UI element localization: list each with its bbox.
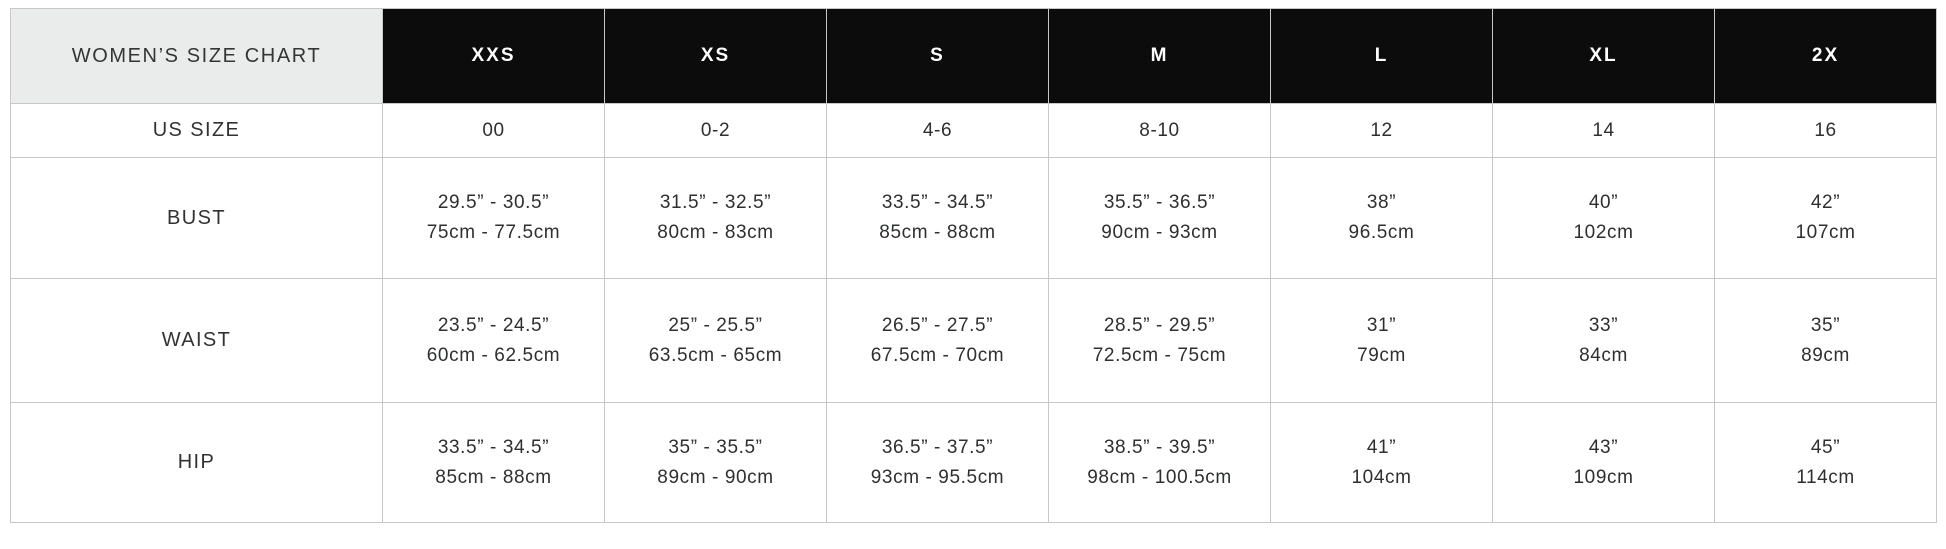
us-size-row: US SIZE 00 0-2 4-6 8-10 12 14 16 [10,103,1937,158]
cm-value: 89cm - 90cm [657,466,774,488]
cm-value: 102cm [1573,222,1634,243]
size-header-l: L [1270,8,1493,104]
row-label-bust: BUST [10,157,383,279]
cm-value: 104cm [1351,466,1412,488]
bust-value: 42” 107cm [1714,157,1937,279]
inches-value: 40” [1588,192,1619,213]
size-header-label: 2X [1811,45,1840,66]
cm-value: 60cm - 62.5cm [426,344,561,366]
chart-title: WOMEN’S SIZE CHART [71,44,322,67]
inches-value: 45” [1810,436,1841,458]
waist-value: 23.5” - 24.5” 60cm - 62.5cm [382,278,605,403]
cm-value: 84cm [1579,344,1628,366]
size-header-label: S [930,45,945,66]
cm-value: 90cm - 93cm [1101,222,1218,243]
cm-value: 80cm - 83cm [657,222,774,243]
hip-value: 45” 114cm [1714,402,1937,523]
inches-value: 36.5” - 37.5” [881,436,994,458]
us-size-value: 4-6 [826,103,1049,158]
waist-value: 25” - 25.5” 63.5cm - 65cm [604,278,827,403]
waist-value: 33” 84cm [1492,278,1715,403]
cm-value: 89cm [1801,344,1850,366]
us-size-value: 16 [1714,103,1937,158]
hip-value: 38.5” - 39.5” 98cm - 100.5cm [1048,402,1271,523]
inches-value: 29.5” - 30.5” [437,192,550,213]
cm-value: 98cm - 100.5cm [1087,466,1232,488]
inches-value: 31” [1366,314,1397,336]
size-header-xxs: XXS [382,8,605,104]
us-size-value: 8-10 [1048,103,1271,158]
cm-value: 107cm [1795,222,1856,243]
waist-value: 28.5” - 29.5” 72.5cm - 75cm [1048,278,1271,403]
cm-value: 96.5cm [1348,222,1415,243]
bust-value: 35.5” - 36.5” 90cm - 93cm [1048,157,1271,279]
cm-value: 79cm [1357,344,1406,366]
cm-value: 85cm - 88cm [435,466,552,488]
size-chart-table: WOMEN’S SIZE CHART XXS XS S M L XL 2X US… [10,8,1937,523]
size-header-label: XXS [471,45,516,66]
inches-value: 38.5” - 39.5” [1103,436,1216,458]
hip-value: 41” 104cm [1270,402,1493,523]
inches-value: 33.5” - 34.5” [437,436,550,458]
waist-value: 26.5” - 27.5” 67.5cm - 70cm [826,278,1049,403]
us-size-value: 14 [1492,103,1715,158]
us-size-value: 12 [1270,103,1493,158]
inches-value: 43” [1588,436,1619,458]
size-header-xs: XS [604,8,827,104]
inches-value: 41” [1366,436,1397,458]
size-header-s: S [826,8,1049,104]
cm-value: 67.5cm - 70cm [870,344,1005,366]
hip-value: 43” 109cm [1492,402,1715,523]
waist-row: WAIST 23.5” - 24.5” 60cm - 62.5cm 25” - … [10,278,1937,403]
bust-value: 38” 96.5cm [1270,157,1493,279]
size-header-label: XS [700,45,731,66]
cm-value: 85cm - 88cm [879,222,996,243]
inches-value: 28.5” - 29.5” [1103,314,1216,336]
inches-value: 42” [1810,192,1841,213]
size-header-xl: XL [1492,8,1715,104]
inches-value: 23.5” - 24.5” [437,314,550,336]
size-header-label: XL [1589,45,1618,66]
inches-value: 35” [1810,314,1841,336]
inches-value: 33.5” - 34.5” [881,192,994,213]
waist-value: 31” 79cm [1270,278,1493,403]
cm-value: 93cm - 95.5cm [870,466,1005,488]
hip-value: 35” - 35.5” 89cm - 90cm [604,402,827,523]
chart-title-cell: WOMEN’S SIZE CHART [10,8,383,104]
inches-value: 33” [1588,314,1619,336]
bust-value: 33.5” - 34.5” 85cm - 88cm [826,157,1049,279]
cm-value: 75cm - 77.5cm [426,222,561,243]
size-header-label: L [1374,45,1389,66]
cm-value: 109cm [1573,466,1634,488]
inches-value: 38” [1366,192,1397,213]
size-header-label: M [1150,45,1169,66]
hip-value: 33.5” - 34.5” 85cm - 88cm [382,402,605,523]
bust-value: 31.5” - 32.5” 80cm - 83cm [604,157,827,279]
hip-value: 36.5” - 37.5” 93cm - 95.5cm [826,402,1049,523]
row-label-waist: WAIST [10,278,383,403]
inches-value: 35” - 35.5” [668,436,763,458]
bust-row: BUST 29.5” - 30.5” 75cm - 77.5cm 31.5” -… [10,157,1937,279]
size-header-2x: 2X [1714,8,1937,104]
inches-value: 35.5” - 36.5” [1103,192,1216,213]
us-size-value: 0-2 [604,103,827,158]
inches-value: 31.5” - 32.5” [659,192,772,213]
bust-value: 29.5” - 30.5” 75cm - 77.5cm [382,157,605,279]
us-size-value: 00 [382,103,605,158]
row-label-hip: HIP [10,402,383,523]
cm-value: 63.5cm - 65cm [648,344,783,366]
waist-value: 35” 89cm [1714,278,1937,403]
hip-row: HIP 33.5” - 34.5” 85cm - 88cm 35” - 35.5… [10,402,1937,523]
row-label-us-size: US SIZE [10,103,383,158]
size-header-m: M [1048,8,1271,104]
inches-value: 25” - 25.5” [668,314,763,336]
bust-value: 40” 102cm [1492,157,1715,279]
header-row: WOMEN’S SIZE CHART XXS XS S M L XL 2X [10,8,1937,104]
inches-value: 26.5” - 27.5” [881,314,994,336]
cm-value: 114cm [1796,466,1855,488]
cm-value: 72.5cm - 75cm [1092,344,1227,366]
